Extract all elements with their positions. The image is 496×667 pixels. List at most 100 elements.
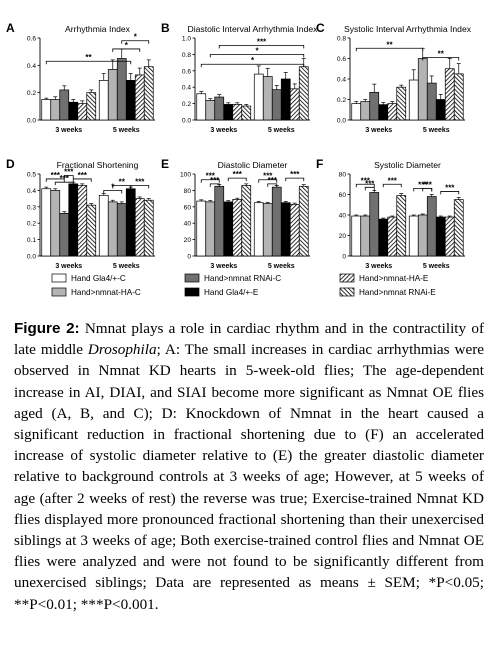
- bar: [289, 88, 300, 121]
- y-tick-label: 20: [184, 237, 192, 244]
- significance-label: ***: [233, 170, 243, 179]
- bar: [196, 200, 207, 257]
- significance-label: ***: [423, 180, 433, 189]
- bar: [271, 186, 282, 257]
- chart-panel-c: C Systolic Interval Arrhythmia Index 0.0 0.…: [316, 21, 472, 134]
- significance-bracket: [209, 54, 305, 58]
- bar: [107, 201, 118, 257]
- significance-bracket: [382, 183, 402, 188]
- y-tick-label: 0.6: [337, 56, 346, 63]
- bar: [426, 196, 437, 257]
- chart-title: Arrhythmia Index: [65, 24, 131, 34]
- bar: [232, 199, 243, 257]
- chart-panel-b: B Diastolic Interval Arrhythmia Index 0.0 0…: [161, 21, 318, 134]
- significance-bracket: [209, 183, 220, 187]
- bar: [241, 185, 252, 257]
- figure-caption: Figure 2: Nmnat plays a role in cardiac …: [14, 318, 484, 615]
- y-tick-label: 60: [339, 192, 347, 199]
- bar: [41, 99, 52, 121]
- significance-bracket: [440, 191, 460, 195]
- bar: [232, 104, 243, 121]
- bar: [116, 58, 127, 121]
- y-tick-label: 0.0: [27, 254, 36, 261]
- y-tick-label: 0.0: [182, 118, 191, 125]
- significance-label: ***: [445, 183, 455, 192]
- bar: [351, 215, 362, 257]
- significance-bracket: [45, 178, 65, 182]
- y-tick-label: 80: [184, 188, 192, 195]
- significance-label: *: [125, 41, 129, 50]
- bar: [59, 213, 70, 257]
- bar: [262, 76, 273, 121]
- legend-label: Hand>nmnat-HA-C: [71, 288, 141, 297]
- bar: [134, 74, 145, 121]
- bar: [444, 68, 455, 121]
- y-tick-label: 0.2: [27, 221, 36, 228]
- caption-text-1: Nmnat plays a role in cardiac rhythm and…: [14, 320, 484, 359]
- bar: [417, 214, 428, 257]
- bar: [387, 103, 398, 121]
- significance-bracket: [200, 179, 220, 183]
- panel-letter: F: [316, 157, 323, 171]
- significance-label: *: [251, 56, 255, 65]
- significance-bracket: [355, 47, 424, 52]
- significance-label: ***: [135, 177, 145, 186]
- y-tick-label: 0.2: [337, 97, 346, 104]
- significance-label: ***: [418, 180, 428, 189]
- bar: [196, 93, 207, 121]
- significance-label: ***: [78, 171, 88, 180]
- bar: [253, 202, 264, 257]
- bar: [262, 203, 273, 257]
- y-tick-label: 0.4: [337, 77, 346, 84]
- bar: [134, 198, 145, 257]
- bar: [223, 201, 234, 257]
- bar: [59, 89, 70, 121]
- bar: [205, 99, 216, 121]
- bar: [125, 188, 136, 257]
- panel-letter: C: [316, 21, 325, 35]
- panel-letter: B: [161, 21, 170, 35]
- panel-letter: D: [6, 157, 15, 171]
- legend-swatch: [51, 273, 67, 283]
- bar: [98, 194, 109, 257]
- y-tick-label: 0.6: [182, 68, 191, 75]
- bar: [125, 80, 136, 121]
- significance-label: ***: [361, 176, 371, 185]
- significance-bracket: [218, 44, 305, 49]
- significance-bracket: [355, 183, 375, 188]
- bar: [435, 99, 446, 121]
- bar: [50, 99, 61, 121]
- significance-bracket: [422, 187, 433, 192]
- significance-bracket: [103, 190, 123, 194]
- y-tick-label: 0.8: [337, 36, 346, 43]
- significance-label: **: [85, 53, 92, 62]
- x-tick-label: 3 weeks: [210, 263, 237, 270]
- bar: [41, 188, 52, 257]
- chart-title: Systolic Interval Arrhythmia Index: [344, 24, 472, 34]
- significance-label: ***: [64, 168, 74, 177]
- bar: [77, 185, 88, 257]
- x-tick-label: 5 weeks: [423, 263, 450, 270]
- bar: [444, 216, 455, 257]
- significance-bracket: [422, 57, 460, 61]
- chart-title: Systolic Diameter: [374, 160, 441, 170]
- significance-bracket: [285, 177, 305, 182]
- significance-bracket: [112, 48, 141, 52]
- significance-bracket: [63, 175, 74, 179]
- chart-title: Diastolic Interval Arrhythmia Index: [188, 24, 319, 34]
- x-tick-label: 5 weeks: [268, 127, 295, 134]
- bar: [253, 73, 264, 121]
- legend-swatch: [339, 287, 355, 297]
- bar: [143, 199, 154, 257]
- bar: [453, 73, 464, 121]
- bar: [271, 89, 282, 121]
- y-tick-label: 0.4: [27, 63, 36, 70]
- significance-label: ***: [388, 176, 398, 185]
- bar: [426, 82, 437, 121]
- bar: [289, 203, 300, 257]
- x-tick-label: 3 weeks: [365, 127, 392, 134]
- bar: [360, 101, 371, 121]
- y-tick-label: 0.1: [27, 237, 36, 244]
- y-tick-label: 100: [180, 172, 191, 179]
- bar: [143, 66, 154, 121]
